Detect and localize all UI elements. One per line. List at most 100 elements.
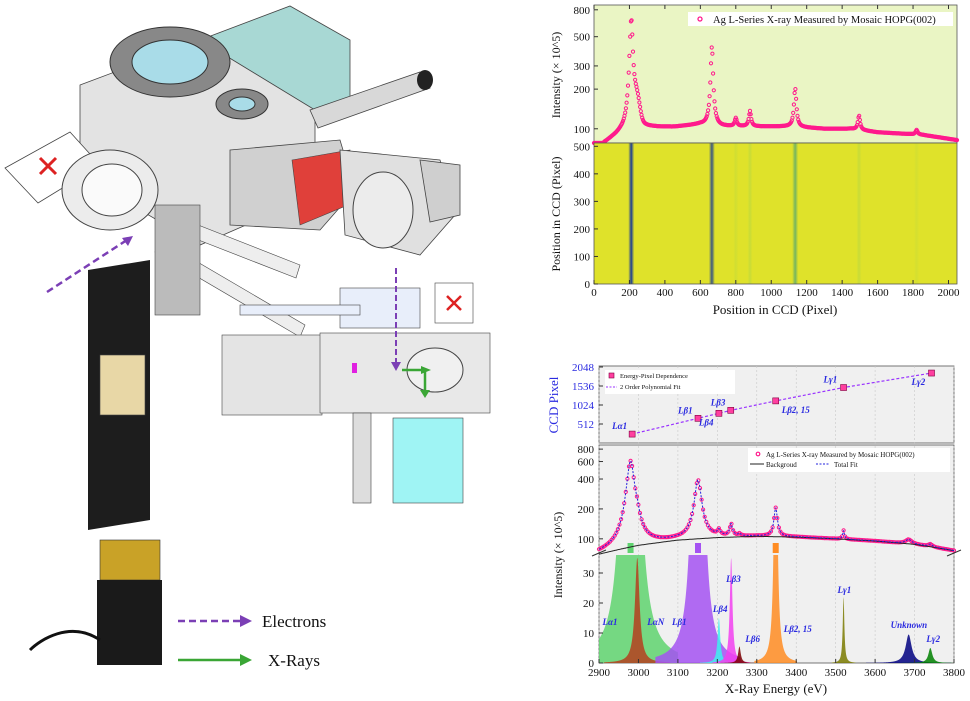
data-point [733,117,738,122]
manipulator-rod [309,71,431,129]
data-point [630,49,636,54]
y-tick-label: 300 [574,61,591,73]
y-tick-label: 20 [583,598,595,610]
x-tick-label: 3000 [627,667,650,679]
data-point [631,63,636,68]
fit-component-peak [604,558,671,663]
data-point [702,514,707,519]
data-point [714,114,719,119]
x-tick-label: 3600 [864,667,887,679]
data-point [620,510,625,515]
heatmap-background [594,143,957,284]
spectrum-legend-box [688,12,953,26]
data-point [624,100,629,105]
fit-legend-marker [755,451,761,457]
fit-component-peak [754,555,798,663]
data-point [954,138,960,143]
calibration-plot: Lα1 Lβ1 Lβ4 Lβ3 Lβ2, 15 Lγ1 Lγ2 512 1024 1536 2048 [572,362,935,438]
data-point [691,503,696,508]
calibration-point-label: Lα1 [611,421,627,431]
rod-end [417,70,433,90]
fit-component-label: Lβ2, 15 [783,624,813,634]
data-point [634,494,640,499]
fit-x-label: X-Ray Energy (eV) [725,681,827,696]
x-tick-label: 2000 [937,287,960,299]
data-point [857,117,863,123]
ccd-line [628,143,635,284]
calibration-point [694,415,702,422]
data-point [629,18,634,23]
y-tick-label: 2048 [572,362,595,374]
x-tick-label: 0 [591,287,597,299]
fit-legend-measured: Ag L-Series X-ray Measured by Mosaic HOP… [766,451,915,459]
y-tick-label: 200 [578,504,595,516]
data-point [726,529,731,534]
motor-cable [28,629,101,652]
fit-component-label: Lγ2 [925,634,940,644]
data-point [858,122,863,127]
x-tick-label: 3100 [667,667,690,679]
manipulator-rod-side [239,304,361,316]
x-tick-label: 200 [621,287,638,299]
bellows [154,204,201,316]
entrance-aperture [81,163,143,217]
data-point [632,72,637,77]
xrays-legend-arrowhead [240,654,252,666]
background-line [598,535,955,555]
calibration-point [628,430,636,438]
total-fit-line [598,459,955,551]
camera-back [419,159,461,223]
calibration-legend-box [605,370,735,394]
calibration-point-label: Lβ3 [710,397,726,407]
data-point [727,525,733,530]
fit-legend-box [748,448,950,472]
x-tick-label: 1800 [902,287,925,299]
xray-arrowhead-side-2 [421,366,431,374]
fit-component-label: Lα1 [602,617,618,627]
axis-break-right [946,549,962,557]
spectrum-legend-marker [697,16,703,22]
data-point [638,109,643,114]
y-tick-label: 0 [585,279,591,291]
y-tick-label: 800 [578,444,595,456]
data-point [857,113,862,118]
y-tick-label: 1536 [572,381,595,393]
data-point [733,115,738,120]
data-point [710,51,715,56]
ccd-line [708,143,715,284]
data-point [792,90,797,96]
data-point [706,102,712,108]
calibration-legend-fit: 2 Order Polynomial Fit [620,384,681,391]
data-point [685,525,690,530]
data-point [686,522,692,527]
data-point [641,521,646,527]
data-point [625,83,631,88]
electron-arrowhead-side [391,362,401,371]
fit-component-label: Lβ6 [744,634,760,644]
xray-arrowhead-side [420,390,430,398]
y-tick-label: 200 [574,224,591,236]
fit-component-peak [901,648,954,663]
x-tick-label: 800 [728,287,745,299]
fit-components [599,555,954,663]
fit-components-layer: Lα1 LαN Lβ1 Lβ4 Lβ3 Lβ6 Lβ2, 15 Lγ1 Unknown Lγ2 [599,543,954,663]
x-tick-label: 400 [657,287,674,299]
top-window [131,39,209,85]
data-point [704,114,709,119]
xray-logo-side [446,295,462,311]
calibration-point-label: Lβ2, 15 [781,405,811,415]
electron-arrowhead-3d [122,236,133,246]
data-point [635,88,640,93]
ccd-line [747,143,753,284]
x-tick-label: 1000 [760,287,783,299]
y-tick-label: 500 [574,141,591,153]
y-tick-label: 100 [574,124,591,136]
y-tick-label: 800 [574,5,591,17]
data-point [790,115,795,120]
data-point [795,113,800,118]
y-tick-label: 400 [578,474,595,486]
y-tick-label: 10 [583,628,595,640]
x-tick-label: 2900 [588,667,611,679]
data-point [768,529,774,534]
data-point [704,519,709,524]
